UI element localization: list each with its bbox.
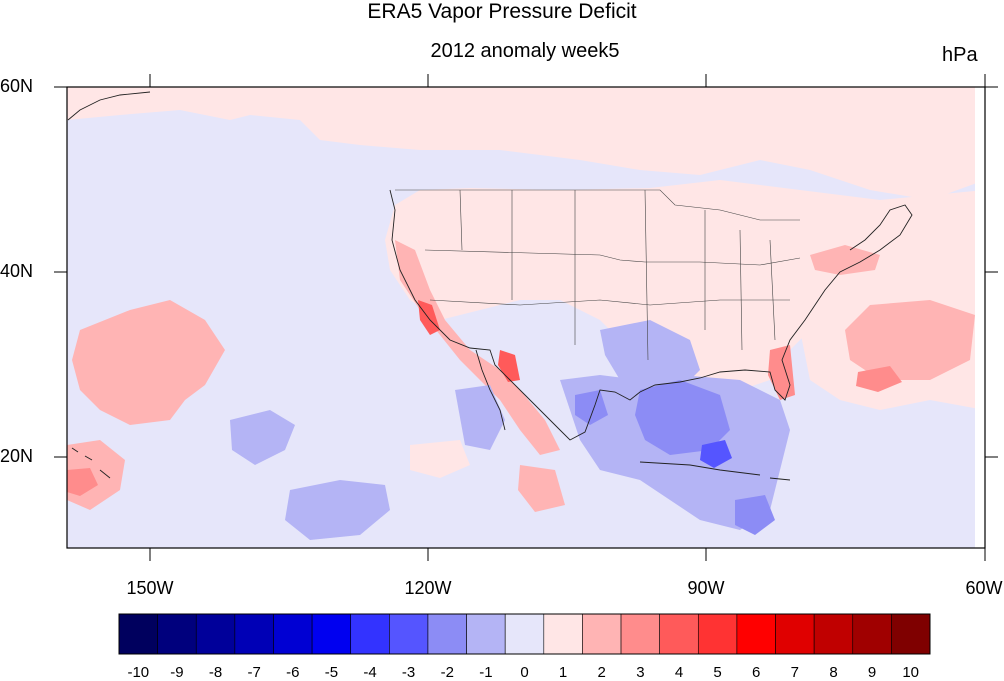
colorbar-swatch <box>350 613 390 655</box>
pacific-negative-region-3 <box>455 385 505 450</box>
colorbar-label: 5 <box>713 664 722 681</box>
pacific-positive-patch <box>410 440 470 478</box>
colorbar-swatch <box>273 613 313 655</box>
units-label: hPa <box>942 44 978 66</box>
colorbar-label: 3 <box>636 664 645 681</box>
coastlines <box>67 91 913 481</box>
west-coast-positive-region <box>395 240 560 455</box>
colorbar-label: -2 <box>440 664 454 681</box>
colorbar-label: 1 <box>558 664 568 681</box>
california-strong-positive <box>418 300 440 335</box>
colorbar-label: -5 <box>324 664 339 681</box>
colorbar-label: 2 <box>597 664 606 681</box>
colorbar-label: -8 <box>208 664 223 681</box>
yucatan-strong-negative <box>575 390 608 425</box>
colorbar-swatch <box>427 613 467 655</box>
colorbar-label: 7 <box>790 664 799 681</box>
florida-positive-region <box>768 345 795 400</box>
lat-tick-label-60n: 60N <box>0 76 34 96</box>
colorbar-swatch <box>234 613 274 655</box>
colorbar-swatch <box>813 613 854 655</box>
missing-data-strip <box>975 87 985 548</box>
lon-tick-label-90w: 90W <box>687 578 725 598</box>
chart-subtitle: 2012 anomaly week5 <box>430 40 620 62</box>
colorbar-label: 8 <box>829 664 838 681</box>
lat-tick-label-20n: 20N <box>0 446 34 466</box>
colorbar <box>118 613 931 655</box>
colorbar-swatch <box>195 613 236 655</box>
colorbar-label: -9 <box>170 664 184 681</box>
map-area <box>67 87 985 548</box>
lon-tick-label-150w: 150W <box>126 578 174 598</box>
colorbar-label: 10 <box>902 664 920 681</box>
atlantic-positive-core <box>845 300 975 380</box>
colorbar-label: -1 <box>479 664 493 681</box>
colorbar-label: -6 <box>286 664 300 681</box>
northeast-positive-region <box>810 245 880 275</box>
southern-strong-negative <box>735 495 775 535</box>
colorbar-swatch <box>466 613 506 655</box>
colorbar-label: 9 <box>867 664 877 681</box>
colorbar-swatch <box>852 613 892 655</box>
atlantic-strong-positive <box>856 366 902 392</box>
hawaii-strong-positive <box>67 468 98 496</box>
colorbar-swatch <box>697 613 738 655</box>
colorbar-swatch <box>775 613 815 655</box>
colorbar-swatch <box>659 613 699 655</box>
colorbar-swatch <box>157 613 197 655</box>
mexico-positive-patch <box>518 465 565 512</box>
colorbar-label: 4 <box>674 664 684 681</box>
colorbar-label: -10 <box>127 664 150 681</box>
us-state-boundaries <box>395 189 801 361</box>
colorbar-label: 0 <box>520 664 529 681</box>
colorbar-swatch <box>891 613 931 655</box>
conus-positive-region <box>385 180 985 390</box>
lat-tick-label-40n: 40N <box>0 261 34 281</box>
axis-ticks <box>54 74 998 561</box>
colorbar-swatch <box>389 613 429 655</box>
colorbar-label: -3 <box>401 664 416 681</box>
map-frame <box>66 86 986 549</box>
colorbar-swatch <box>620 613 660 655</box>
chart-title: ERA5 Vapor Pressure Deficit <box>367 0 637 23</box>
lon-tick-label-120w: 120W <box>404 578 452 598</box>
colorbar-swatch <box>311 613 352 655</box>
colorbar-label: -4 <box>363 664 377 681</box>
colorbar-frame <box>118 613 931 655</box>
pacific-negative-region-1 <box>230 410 295 465</box>
colorbar-swatch <box>504 613 545 655</box>
northern-positive-band <box>67 87 985 200</box>
colorbar-swatch <box>543 613 583 655</box>
colorbar-swatch <box>118 613 158 655</box>
caribbean-strongest-negative <box>700 440 732 468</box>
pacific-negative-region-2 <box>285 480 390 540</box>
colorbar-swatch <box>736 613 776 655</box>
gulf-strong-negative <box>635 380 730 455</box>
lon-tick-label-60w: 60W <box>965 578 1003 598</box>
pacific-positive-region <box>72 300 225 425</box>
colorbar-label: 6 <box>752 664 761 681</box>
colorbar-label: -7 <box>247 664 261 681</box>
colorbar-swatch <box>582 613 622 655</box>
